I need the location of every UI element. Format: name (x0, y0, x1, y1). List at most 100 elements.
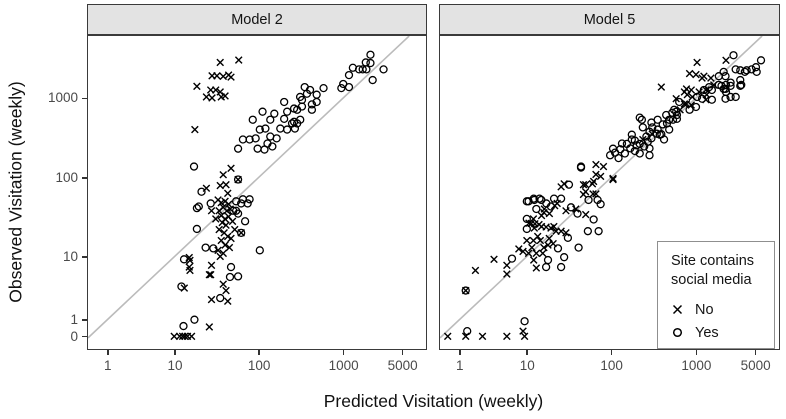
y-tick-label: 1000 (47, 90, 78, 106)
data-point-yes (635, 113, 644, 122)
data-point-no (557, 183, 565, 191)
y-axis-tick (82, 256, 87, 258)
data-point-no (550, 222, 558, 231)
data-point-no (589, 177, 598, 186)
data-point-no (702, 86, 710, 94)
data-point-yes (520, 317, 529, 326)
data-point-yes (559, 253, 569, 262)
x-axis-tick (258, 350, 260, 355)
data-point-no (693, 58, 701, 67)
data-point-no (207, 295, 216, 304)
data-point-yes (243, 199, 252, 208)
data-point-yes (253, 144, 262, 153)
x-tick-label: 10 (167, 358, 183, 373)
data-point-yes (566, 203, 576, 212)
data-point-yes (740, 67, 749, 77)
data-point-no (207, 261, 216, 270)
data-point-yes (614, 153, 623, 163)
data-point-yes (192, 203, 202, 213)
y-tick-label: 1 (70, 312, 78, 328)
data-point-yes (337, 83, 346, 93)
data-point-yes (245, 135, 254, 144)
x-axis-tick (610, 350, 613, 355)
data-point-no (215, 225, 223, 234)
data-point-yes (194, 202, 203, 211)
data-point-yes (368, 75, 377, 85)
data-point-yes (642, 132, 651, 141)
data-point-yes (726, 81, 735, 91)
x-tick-label: 5000 (387, 358, 418, 373)
data-point-no (202, 184, 211, 193)
data-point-yes (645, 151, 654, 160)
x-marker-icon (671, 303, 695, 316)
data-point-yes (255, 125, 264, 134)
data-point-yes (282, 125, 292, 134)
data-point-yes (584, 195, 593, 205)
data-point-no (443, 332, 452, 341)
data-point-no (221, 92, 229, 100)
data-point-no (471, 266, 480, 275)
data-point-yes (280, 97, 289, 107)
data-point-yes (648, 123, 657, 132)
data-point-yes (362, 65, 371, 74)
x-tick-label: 1 (103, 358, 112, 373)
data-point-no (592, 160, 600, 169)
data-point-yes (594, 227, 603, 236)
data-point-no (219, 72, 228, 81)
legend-items: No Yes (671, 298, 770, 344)
data-point-yes (658, 120, 667, 129)
data-point-yes (719, 67, 728, 77)
data-point-yes (297, 95, 307, 105)
data-point-yes (344, 70, 354, 80)
x-tick-label: 5000 (740, 358, 771, 373)
data-point-yes (668, 115, 678, 124)
data-point-yes (189, 162, 199, 171)
data-point-yes (231, 206, 241, 215)
data-point-no (672, 94, 680, 103)
data-point-no (191, 125, 199, 134)
x-axis-tick (174, 350, 176, 355)
data-point-yes (643, 137, 652, 146)
data-point-yes (742, 66, 751, 75)
data-point-no (532, 249, 541, 258)
data-point-no (589, 190, 597, 198)
facet-strip-model-5: Model 5 (439, 4, 780, 35)
data-point-no (222, 221, 230, 229)
data-point-no (227, 234, 235, 243)
x-tick-label: 1000 (681, 358, 712, 373)
data-point-yes (307, 105, 317, 114)
facet-strip-label: Model 5 (583, 11, 636, 28)
x-axis-title: Predicted Visitation (weekly) (323, 391, 544, 411)
data-point-yes (280, 114, 289, 123)
data-point-no (223, 297, 232, 306)
data-point-no (225, 243, 234, 252)
x-tick-label: 1 (456, 358, 464, 373)
data-point-no (540, 243, 548, 252)
data-point-yes (344, 82, 354, 92)
y-tick-label: 0 (70, 328, 78, 344)
data-point-yes (589, 215, 598, 224)
data-point-yes (605, 151, 615, 160)
data-point-no (692, 70, 700, 79)
data-point-yes (233, 175, 243, 184)
x-axis-tick (695, 350, 698, 355)
data-point-yes (583, 227, 593, 236)
data-point-yes (255, 246, 264, 255)
data-point-no (211, 215, 220, 223)
data-point-no (223, 189, 232, 198)
data-point-yes (608, 144, 618, 153)
data-point-no (581, 180, 590, 189)
data-point-yes (731, 92, 740, 102)
x-tick-label: 1000 (328, 358, 359, 373)
data-point-yes (268, 142, 277, 151)
data-point-no (193, 82, 201, 91)
data-point-yes (312, 97, 321, 107)
y-axis-tick (82, 319, 87, 321)
data-point-yes (529, 194, 538, 203)
data-point-no (503, 261, 511, 270)
y-axis-tick (82, 97, 87, 100)
data-point-no (208, 94, 216, 102)
data-point-yes (251, 134, 260, 143)
data-point-yes (248, 115, 257, 124)
data-point-yes (556, 262, 566, 272)
